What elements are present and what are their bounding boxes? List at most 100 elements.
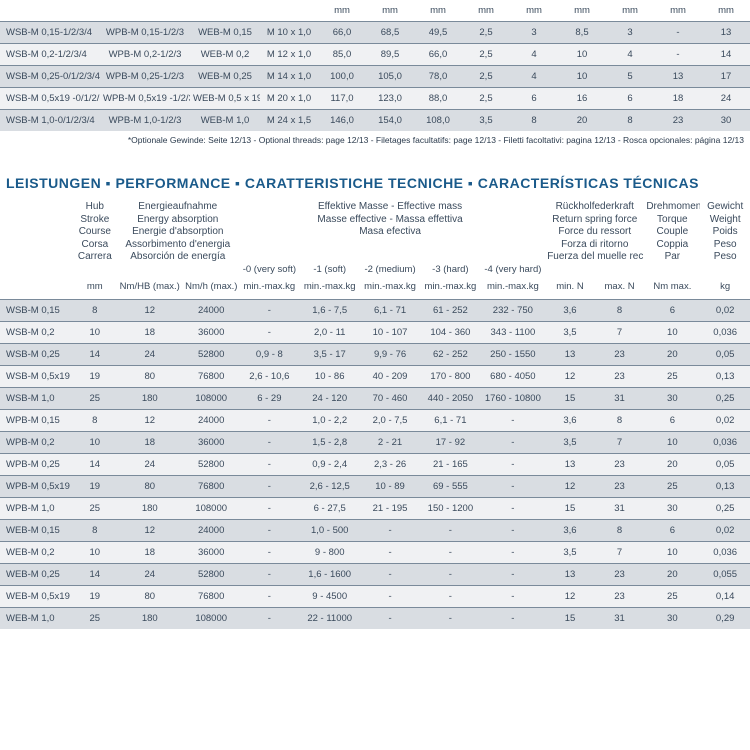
cell: WSB-M 0,2-1/2/3/4 <box>0 44 100 66</box>
cell: - <box>239 564 299 586</box>
cell: - <box>420 586 480 608</box>
cell: 105,0 <box>366 66 414 88</box>
cell: 13 <box>545 564 595 586</box>
cell: 18 <box>116 542 183 564</box>
cell: 36000 <box>183 322 239 344</box>
cell: 10 - 86 <box>300 366 360 388</box>
cell: 680 - 4050 <box>481 366 546 388</box>
cell: 8 <box>73 300 116 322</box>
cell: - <box>239 520 299 542</box>
cell: 1,5 - 2,8 <box>300 432 360 454</box>
cell: 15 <box>545 608 595 630</box>
cell: 6 <box>644 300 700 322</box>
cell: 0,055 <box>700 564 750 586</box>
cell: WPB-M 0,2 <box>0 432 73 454</box>
cell: - <box>420 520 480 542</box>
cell: 0,29 <box>700 608 750 630</box>
cell: 1,0 - 2,2 <box>300 410 360 432</box>
cell: 6 <box>644 520 700 542</box>
cell: 14 <box>73 344 116 366</box>
cell: 8 <box>595 520 645 542</box>
cell: 0,9 - 2,4 <box>300 454 360 476</box>
cell: WEB-M 0,5 x 19 <box>190 88 260 110</box>
cell: 24 <box>116 564 183 586</box>
cell: 19 <box>73 476 116 498</box>
hdr-mass: Effektive Masse - Effective mass Masse e… <box>300 201 481 264</box>
cell: 10 <box>73 322 116 344</box>
cell: 0,25 <box>700 388 750 410</box>
cell: 0,14 <box>700 586 750 608</box>
cell: 10 <box>558 66 606 88</box>
cell: 3,6 <box>545 520 595 542</box>
cell: 12 <box>116 410 183 432</box>
cell: 18 <box>116 432 183 454</box>
cell: 3,6 <box>545 410 595 432</box>
cell: 9 - 4500 <box>300 586 360 608</box>
section-heading: LEISTUNGEN ▪ PERFORMANCE ▪ CARATTERISTIC… <box>0 145 750 201</box>
cell: - <box>654 44 702 66</box>
cell: 21 - 195 <box>360 498 420 520</box>
cell: 30 <box>644 498 700 520</box>
cell: 7 <box>595 322 645 344</box>
cell: 24 <box>702 88 750 110</box>
cell: 25 <box>644 476 700 498</box>
cell: 2,3 - 26 <box>360 454 420 476</box>
cell: - <box>360 586 420 608</box>
cell: - <box>481 608 546 630</box>
cell: 104 - 360 <box>420 322 480 344</box>
unit: mm <box>462 0 510 22</box>
cell: 22 - 11000 <box>300 608 360 630</box>
cell: 108,0 <box>414 110 462 132</box>
cell: 23 <box>595 476 645 498</box>
cell: WPB-M 0,5x19 -1/2/3 <box>100 88 190 110</box>
cell: 0,036 <box>700 432 750 454</box>
cell: WEB-M 0,15 <box>0 520 73 542</box>
cell: 6 - 27,5 <box>300 498 360 520</box>
cell: 8 <box>510 110 558 132</box>
cell: - <box>654 22 702 44</box>
cell: 180 <box>116 608 183 630</box>
cell: 24000 <box>183 410 239 432</box>
cell: WEB-M 0,2 <box>0 542 73 564</box>
table-row: WPB-M 0,5x19198076800-2,6 - 12,510 - 896… <box>0 476 750 498</box>
cell: 18 <box>116 322 183 344</box>
cell: 170 - 800 <box>420 366 480 388</box>
cell: - <box>420 564 480 586</box>
cell: 23 <box>595 454 645 476</box>
cell: 36000 <box>183 432 239 454</box>
cell: 20 <box>644 564 700 586</box>
table-row: WSB-M 0,15-1/2/3/4WPB-M 0,15-1/2/3WEB-M … <box>0 22 750 44</box>
cell: - <box>239 410 299 432</box>
cell: - <box>481 564 546 586</box>
cell: 13 <box>702 22 750 44</box>
cell: 123,0 <box>366 88 414 110</box>
table-row: WEB-M 0,2101836000-9 - 800---3,57100,036 <box>0 542 750 564</box>
cell: 3 <box>606 22 654 44</box>
cell: 21 - 165 <box>420 454 480 476</box>
cell: 52800 <box>183 454 239 476</box>
cell: 0,036 <box>700 542 750 564</box>
cell: WPB-M 0,25-1/2/3 <box>100 66 190 88</box>
cell: 2,5 <box>462 88 510 110</box>
cell: 10 - 107 <box>360 322 420 344</box>
cell: 3,6 <box>545 300 595 322</box>
cell: 0,02 <box>700 300 750 322</box>
table-row: WPB-M 0,1581224000-1,0 - 2,22,0 - 7,56,1… <box>0 410 750 432</box>
cell: - <box>420 608 480 630</box>
table-row: WEB-M 0,25142452800-1,6 - 1600---1323200… <box>0 564 750 586</box>
cell: 40 - 209 <box>360 366 420 388</box>
cell: 12 <box>545 586 595 608</box>
cell: WEB-M 0,25 <box>190 66 260 88</box>
cell: 4 <box>606 44 654 66</box>
table-row: WSB-M 0,5x19 -0/1/2/3/4WPB-M 0,5x19 -1/2… <box>0 88 750 110</box>
cell: - <box>239 586 299 608</box>
cell: WEB-M 1,0 <box>190 110 260 132</box>
cell: WSB-M 1,0-0/1/2/3/4 <box>0 110 100 132</box>
units-row: mm mm mm mm mm mm mm mm mm <box>0 0 750 22</box>
cell: 80 <box>116 586 183 608</box>
cell: 8 <box>73 410 116 432</box>
cell: - <box>481 454 546 476</box>
cell: 2,5 <box>462 66 510 88</box>
cell: 15 <box>545 388 595 410</box>
cell: 8 <box>595 410 645 432</box>
